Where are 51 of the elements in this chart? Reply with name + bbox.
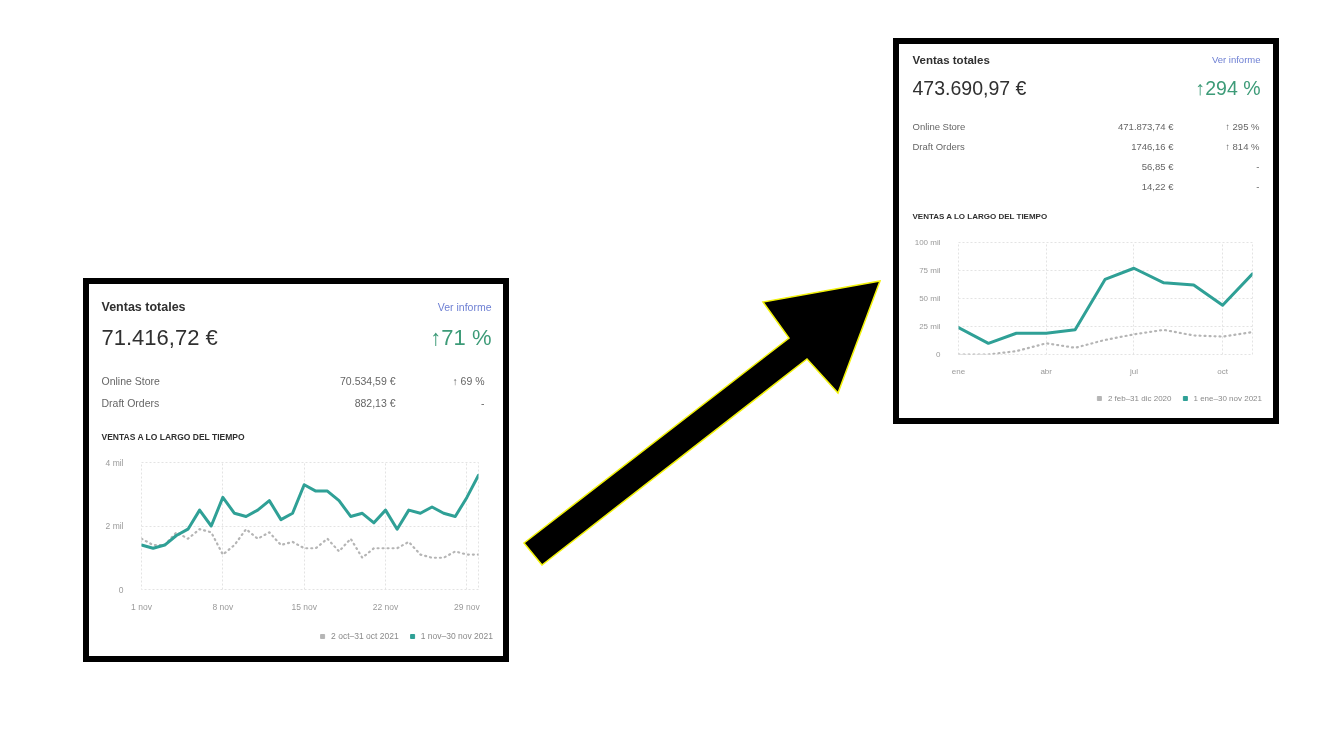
legend-label: 2 feb–31 dic 2020 <box>1107 393 1172 403</box>
line-series <box>141 473 479 550</box>
text: 1746,16 € <box>1131 141 1175 152</box>
x-tick-label: jul <box>1128 366 1139 376</box>
text: 71.416,72 € <box>101 325 218 350</box>
text: 473.690,97 € <box>912 76 1027 99</box>
legend-label: 2 oct–31 oct 2021 <box>331 631 399 641</box>
x-tick-label: oct <box>1217 366 1229 376</box>
text: ↑ 814 % <box>1225 141 1261 152</box>
line-series <box>141 528 479 559</box>
chart-title: Ventas totales <box>912 53 990 66</box>
text: ↑294 % <box>1195 76 1261 99</box>
text: - <box>481 396 485 409</box>
y-tick-label: 100 mil <box>914 238 941 247</box>
text: ↑71 % <box>430 325 492 350</box>
x-tick-label: 8 nov <box>212 601 234 612</box>
text: Draft Orders <box>101 396 160 409</box>
legend-label: 1 nov–30 nov 2021 <box>420 631 493 641</box>
text: 882,13 € <box>354 396 396 409</box>
chart-subtitle: VENTAS A LO LARGO DEL TIEMPO <box>912 212 1048 221</box>
text: ↑ 295 % <box>1225 121 1261 132</box>
text: - <box>1256 180 1260 192</box>
line-series <box>958 328 1253 355</box>
text: Online Store <box>101 374 161 387</box>
x-tick-label: 1 nov <box>131 601 153 612</box>
x-tick-label: ene <box>951 366 966 376</box>
y-tick-label: 25 mil <box>919 322 941 331</box>
x-tick-label: 22 nov <box>372 601 400 612</box>
legend-label: 1 ene–30 nov 2021 <box>1193 393 1262 403</box>
y-tick-label: 2 mil <box>105 521 124 531</box>
text: Ver informe <box>437 300 492 313</box>
text: 70.534,59 € <box>340 374 396 387</box>
text: Draft Orders <box>912 141 966 152</box>
text: 14,22 € <box>1141 181 1175 192</box>
text: 471.873,74 € <box>1118 121 1175 132</box>
x-tick-label: abr <box>1040 366 1053 376</box>
line-series <box>958 266 1253 345</box>
text: - <box>1256 160 1260 172</box>
text: ↑ 69 % <box>452 374 485 387</box>
y-tick-label: 0 <box>936 350 942 359</box>
x-tick-label: 29 nov <box>454 601 481 612</box>
y-tick-label: 75 mil <box>919 266 941 275</box>
chart-subtitle: VENTAS A LO LARGO DEL TIEMPO <box>101 431 245 442</box>
text: 56,85 € <box>1141 161 1175 172</box>
y-tick-label: 50 mil <box>919 294 941 303</box>
x-tick-label: 15 nov <box>291 601 318 612</box>
text: Ver informe <box>1211 54 1261 65</box>
text: Online Store <box>912 121 966 132</box>
y-tick-label: 4 mil <box>105 457 124 468</box>
y-tick-label: 0 <box>118 584 124 595</box>
chart-title: Ventas totales <box>101 299 186 314</box>
